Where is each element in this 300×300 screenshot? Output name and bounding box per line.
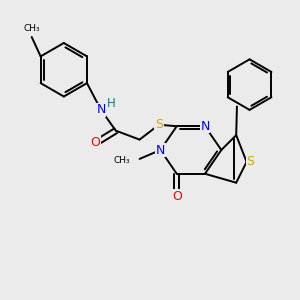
Text: N: N: [156, 143, 165, 157]
Text: S: S: [246, 155, 254, 168]
Text: O: O: [90, 136, 100, 149]
Text: H: H: [107, 98, 116, 110]
Text: N: N: [96, 103, 106, 116]
Text: CH₃: CH₃: [23, 25, 40, 34]
Text: O: O: [172, 190, 182, 202]
Text: N: N: [200, 120, 210, 133]
Text: CH₃: CH₃: [113, 156, 130, 165]
Text: S: S: [155, 118, 163, 131]
